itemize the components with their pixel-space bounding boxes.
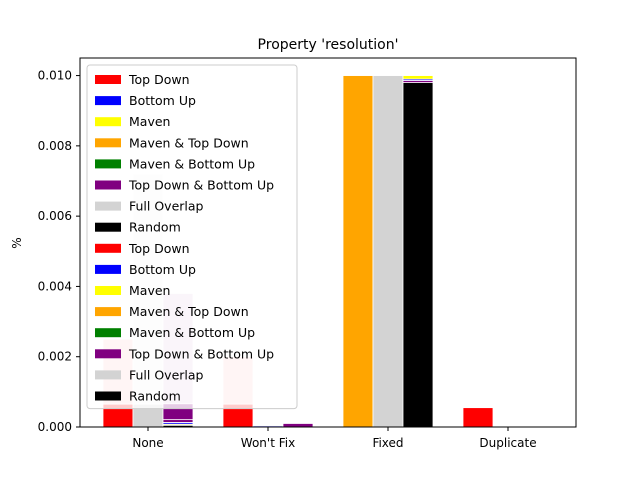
legend-label-15: Random — [129, 389, 181, 404]
plot-frame — [79, 57, 577, 428]
y-tick-label-3: 0.006 — [38, 209, 72, 223]
y-axis-label: % — [10, 237, 24, 248]
legend-label-13: Top Down & Bottom Up — [128, 346, 274, 361]
legend-swatch-11 — [95, 307, 121, 317]
legend-swatch-6 — [95, 201, 121, 211]
legend-label-14: Full Overlap — [129, 367, 204, 382]
legend-swatch-12 — [95, 328, 121, 338]
legend-swatch-3 — [95, 138, 121, 148]
legend-swatch-14 — [95, 370, 121, 380]
bar-b-fixed-right-maven-3 — [402, 75, 434, 80]
legend-box — [86, 64, 298, 410]
bar-b-fixed-right-random-0 — [402, 82, 434, 428]
legend-label-3: Maven & Top Down — [129, 135, 249, 150]
legend-swatch-1 — [95, 96, 121, 106]
legend-label-9: Bottom Up — [129, 262, 196, 277]
bar-b-fixed-middle-full-overlap-0 — [372, 75, 404, 428]
x-axis: None Won't Fix Fixed Duplicate — [132, 427, 537, 450]
y-tick-label-4: 0.008 — [38, 139, 72, 153]
legend-label-0: Top Down — [128, 72, 190, 87]
x-tick-label-won-t-fix: Won't Fix — [241, 436, 295, 450]
legend-label-8: Top Down — [128, 241, 190, 256]
y-axis: 0.000 0.002 0.004 0.006 0.008 0.010 — [38, 69, 80, 434]
legend-swatch-7 — [95, 222, 121, 232]
chart-title: Property 'resolution' — [258, 37, 399, 53]
legend-label-6: Full Overlap — [129, 199, 204, 214]
y-tick-label-0: 0.000 — [38, 420, 72, 434]
x-tick-label-none: None — [132, 436, 163, 450]
legend-swatch-5 — [95, 180, 121, 190]
legend-label-1: Bottom Up — [129, 93, 196, 108]
legend: Top Down Bottom Up Maven Maven & Top Down Ma… — [86, 64, 298, 410]
legend-label-2: Maven — [129, 114, 170, 129]
legend-label-11: Maven & Top Down — [129, 304, 249, 319]
bar-b-fixed-left-maven-top-down-0 — [342, 75, 374, 428]
y-tick-label-1: 0.002 — [38, 350, 72, 364]
legend-label-5: Top Down & Bottom Up — [128, 178, 274, 193]
bar-b-duplicate-left-top-down-0 — [462, 407, 494, 428]
x-tick-label-fixed: Fixed — [372, 436, 403, 450]
bar-b-won-t-fix-right-top-down-bottom-up-0 — [282, 423, 314, 428]
legend-swatch-13 — [95, 349, 121, 359]
legend-swatch-10 — [95, 286, 121, 295]
legend-label-4: Maven & Bottom Up — [129, 156, 255, 171]
x-tick-label-duplicate: Duplicate — [479, 436, 536, 450]
legend-swatch-15 — [95, 391, 121, 401]
legend-label-10: Maven — [129, 283, 170, 298]
legend-swatch-0 — [95, 75, 121, 84]
y-tick-label-2: 0.004 — [38, 279, 72, 293]
bar-b-none-right-top-down-bottom-up-3 — [162, 419, 194, 423]
legend-swatch-9 — [95, 264, 121, 274]
legend-swatch-4 — [95, 159, 121, 169]
y-tick-label-5: 0.010 — [38, 69, 72, 83]
legend-label-12: Maven & Bottom Up — [129, 325, 255, 340]
legend-swatch-8 — [95, 243, 121, 253]
legend-swatch-2 — [95, 117, 121, 127]
legend-label-7: Random — [129, 220, 181, 235]
